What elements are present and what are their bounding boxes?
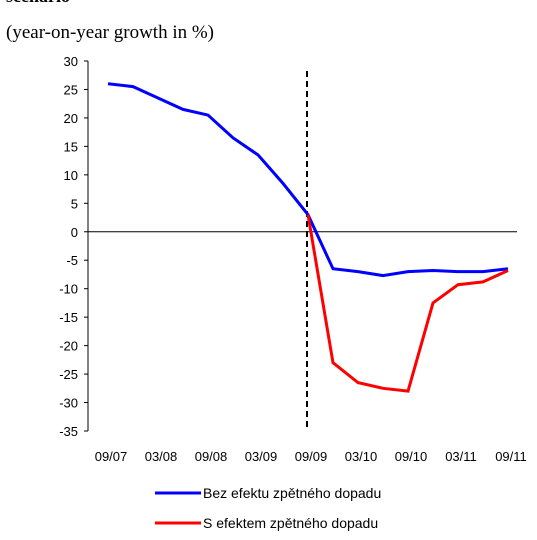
x-tick-label: 09/09 (295, 449, 328, 464)
x-tick-label: 03/08 (145, 449, 178, 464)
chart-title: scenario (6, 0, 70, 6)
y-tick-label: 15 (64, 139, 78, 154)
x-tick-label: 09/07 (95, 449, 128, 464)
y-tick-label: 10 (64, 168, 78, 183)
series-line (306, 214, 509, 393)
y-tick-label: 0 (71, 225, 78, 240)
y-tick-label: 20 (64, 111, 78, 126)
y-tick-label: -25 (59, 367, 78, 382)
legend-label: Bez efektu zpětného dopadu (203, 485, 381, 501)
legend-label: S efektem zpětného dopadu (203, 515, 378, 531)
y-tick-label: -20 (59, 339, 78, 354)
y-tick-label: -10 (59, 282, 78, 297)
y-tick-label: -35 (59, 424, 78, 439)
y-tick-label: -15 (59, 310, 78, 325)
x-tick-label: 09/10 (395, 449, 428, 464)
x-tick-label: 03/11 (445, 449, 477, 464)
x-tick-label: 03/09 (245, 449, 278, 464)
y-tick-label: -5 (66, 253, 78, 268)
series-line (107, 82, 509, 278)
y-tick-label: 25 (64, 82, 78, 97)
x-tick-label: 03/10 (345, 449, 378, 464)
y-tick-label: 30 (64, 54, 78, 69)
x-tick-label: 09/11 (495, 449, 527, 464)
chart-subtitle: (year-on-year growth in %) (6, 22, 214, 43)
y-tick-label: 5 (71, 196, 78, 211)
y-tick-label: -30 (59, 396, 78, 411)
x-tick-label: 09/08 (195, 449, 228, 464)
